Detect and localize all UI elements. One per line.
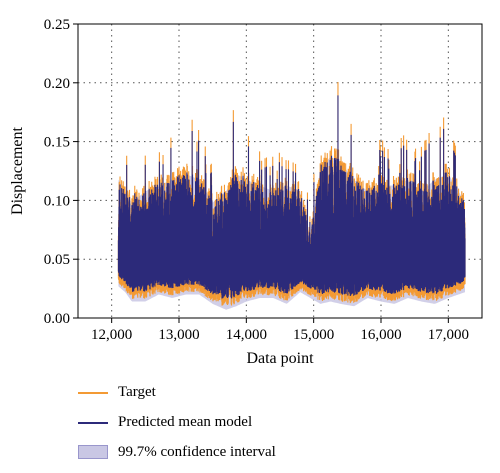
x-tick-label: 15,000 bbox=[293, 327, 334, 343]
y-tick-label: 0.25 bbox=[44, 17, 70, 33]
x-axis: 12,000 13,000 14,000 15,000 16,000 17,000 bbox=[91, 318, 469, 343]
y-tick-label: 0.05 bbox=[44, 252, 70, 268]
legend-item-target: Target bbox=[78, 380, 378, 406]
y-tick-label: 0.10 bbox=[44, 193, 70, 209]
predicted-line bbox=[117, 95, 466, 299]
legend: Target Predicted mean model 99.7% confid… bbox=[78, 380, 378, 470]
legend-label-confidence: 99.7% confidence interval bbox=[118, 444, 276, 460]
chart: 12,000 13,000 14,000 15,000 16,000 17,000 0.0… bbox=[9, 17, 483, 367]
x-tick-label: 14,000 bbox=[226, 327, 267, 343]
x-tick-label: 16,000 bbox=[360, 327, 401, 343]
legend-swatch-predicted bbox=[78, 422, 108, 424]
legend-item-confidence: 99.7% confidence interval bbox=[78, 440, 378, 466]
x-axis-title: Data point bbox=[246, 350, 314, 367]
legend-item-predicted: Predicted mean model bbox=[78, 410, 378, 436]
y-axis: 0.00 0.05 0.10 0.15 0.20 0.25 bbox=[44, 17, 78, 327]
predicted-series bbox=[117, 95, 466, 299]
x-tick-label: 17,000 bbox=[428, 327, 469, 343]
legend-label-predicted: Predicted mean model bbox=[118, 414, 253, 430]
legend-label-target: Target bbox=[118, 384, 156, 400]
y-axis-title: Displacement bbox=[9, 126, 26, 215]
y-tick-label: 0.15 bbox=[44, 135, 70, 151]
y-tick-label: 0.20 bbox=[44, 76, 70, 92]
y-tick-label: 0.00 bbox=[44, 311, 70, 327]
legend-swatch-target bbox=[78, 392, 108, 394]
legend-swatch-confidence bbox=[78, 445, 108, 459]
x-tick-label: 13,000 bbox=[158, 327, 199, 343]
x-tick-label: 12,000 bbox=[91, 327, 132, 343]
plot-frame bbox=[77, 23, 483, 319]
